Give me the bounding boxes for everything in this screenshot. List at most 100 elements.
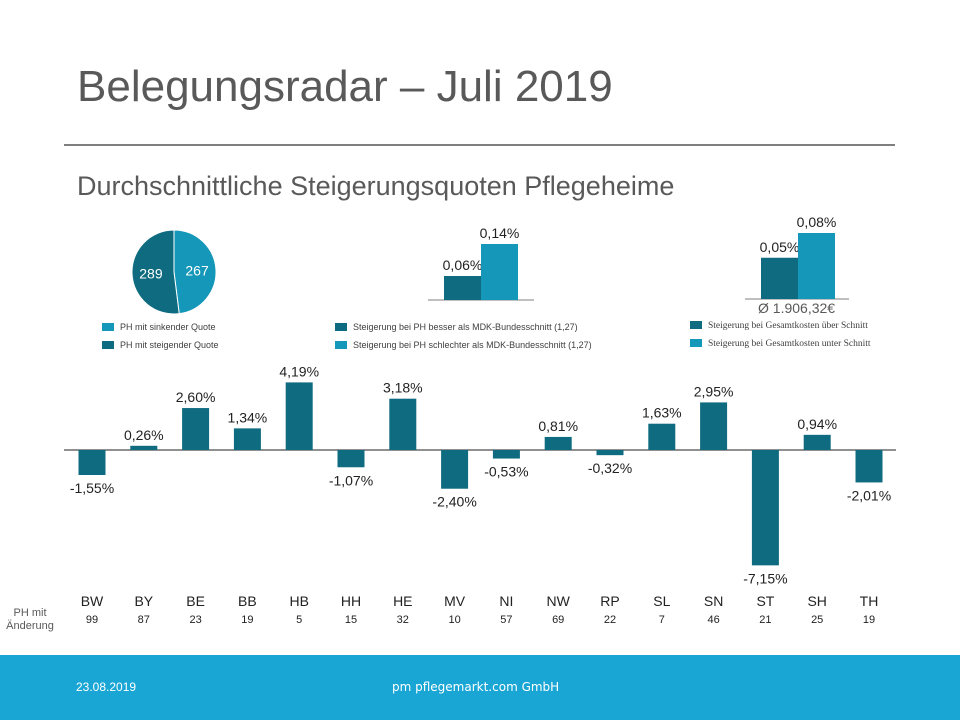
state-count-label: 21 [759,614,771,626]
state-code-label: HE [393,593,412,609]
legend-swatch [690,321,702,329]
mdk-bar [444,276,481,300]
avg-cost-label: Ø 1.906,32€ [758,300,836,316]
state-value-label: 1,63% [642,405,682,421]
state-value-label: 4,19% [279,363,319,379]
state-code-label: NW [547,593,571,609]
legend-label: Steigerung bei Gesamtkosten über Schnitt [708,321,868,331]
state-code-label: HH [341,593,361,609]
state-value-label: 0,94% [797,416,837,432]
state-code-label: BE [186,593,205,609]
pie-slice [131,229,180,315]
ges-label: 0,05% [760,239,800,255]
pie-slice-label: 289 [139,265,163,281]
page-subtitle: Durchschnittliche Steigerungsquoten Pfle… [77,171,675,201]
state-count-label: 99 [86,614,98,626]
state-code-label: SN [704,593,723,609]
state-value-label: -2,40% [432,494,476,510]
state-code-label: NI [499,593,513,609]
state-bar [648,423,676,450]
legend-pie-steigend: PH mit steigender Quote [102,340,219,350]
state-bar [78,450,106,476]
state-value-label: -2,01% [847,487,891,503]
state-bar [544,436,572,450]
state-count-label: 5 [296,614,302,626]
state-count-label: 23 [189,614,201,626]
pie-slice [173,229,217,315]
footer-company: pm pflegemarkt.com GmbH [392,680,560,694]
state-code-label: BW [81,593,104,609]
state-value-label: 3,18% [383,380,423,396]
mdk-bar [481,244,518,300]
legend-mdk-besser: Steigerung bei PH besser als MDK-Bundess… [335,322,578,332]
page-title: Belegungsradar – Juli 2019 [77,62,613,111]
state-count-label: 19 [241,614,253,626]
state-code-label: ST [756,593,774,609]
state-code-label: HB [289,593,308,609]
state-value-label: -1,55% [70,480,114,496]
state-value-label: 2,95% [694,383,734,399]
legend-swatch [335,323,347,331]
state-code-label: BB [238,593,257,609]
state-count-label: 32 [397,614,409,626]
state-value-label: -0,53% [484,464,528,480]
legend-ges-unter: Steigerung bei Gesamtkosten unter Schnit… [690,339,871,349]
state-count-label: 69 [552,614,564,626]
state-bar [751,450,779,566]
ges-bar [761,257,798,299]
row-label-line: Änderung [6,620,54,632]
state-count-label: 57 [500,614,512,626]
footer-date: 23.08.2019 [76,680,137,694]
state-bar [803,434,831,450]
state-code-label: TH [860,593,879,609]
state-bar [182,408,210,450]
legend-swatch [335,341,347,349]
state-count-label: 7 [659,614,665,626]
state-code-label: SL [653,593,670,609]
state-count-label: 19 [863,614,875,626]
state-value-label: -0,32% [588,460,632,476]
state-bar [700,402,728,450]
legend-label: PH mit steigender Quote [120,340,219,350]
legend-mdk-schlechter: Steigerung bei PH schlechter als MDK-Bun… [335,340,592,350]
state-bar [285,382,313,450]
state-count-label: 15 [345,614,357,626]
state-bar [441,450,469,489]
ges-label: 0,08% [797,214,837,230]
state-value-label: 1,34% [228,409,268,425]
mdk-label: 0,14% [480,225,520,241]
ges-bar [798,233,835,299]
state-value-label: 0,81% [538,418,578,434]
legend-label: Steigerung bei Gesamtkosten unter Schnit… [708,339,871,349]
state-code-label: MV [444,593,466,609]
state-bar [130,445,158,450]
state-code-label: SH [807,593,826,609]
state-bar [233,428,261,450]
state-count-label: 25 [811,614,823,626]
state-bar [596,450,624,456]
legend-label: Steigerung bei PH schlechter als MDK-Bun… [353,340,592,350]
state-value-label: 0,26% [124,427,164,443]
state-bar [492,450,520,459]
state-count-label: 10 [448,614,460,626]
state-bar [389,398,417,450]
legend-swatch [690,339,702,347]
legend-swatch [102,341,114,349]
legend-pie-sinkend: PH mit sinkender Quote [102,322,216,332]
legend-label: PH mit sinkender Quote [120,322,216,332]
pie-slice-label: 267 [185,263,209,279]
row-label-line: PH mit [14,607,47,619]
mdk-label: 0,06% [443,257,483,273]
state-bar [855,450,883,483]
state-count-label: 87 [138,614,150,626]
footer-bar: 23.08.2019 pm pflegemarkt.com GmbH [0,655,960,720]
state-bar [337,450,365,468]
legend-swatch [102,323,114,331]
state-code-label: RP [600,593,619,609]
state-value-label: 2,60% [176,389,216,405]
title-divider [64,144,895,146]
legend-ges-ueber: Steigerung bei Gesamtkosten über Schnitt [690,321,868,331]
state-value-label: -1,07% [329,472,373,488]
state-count-label: 46 [707,614,719,626]
